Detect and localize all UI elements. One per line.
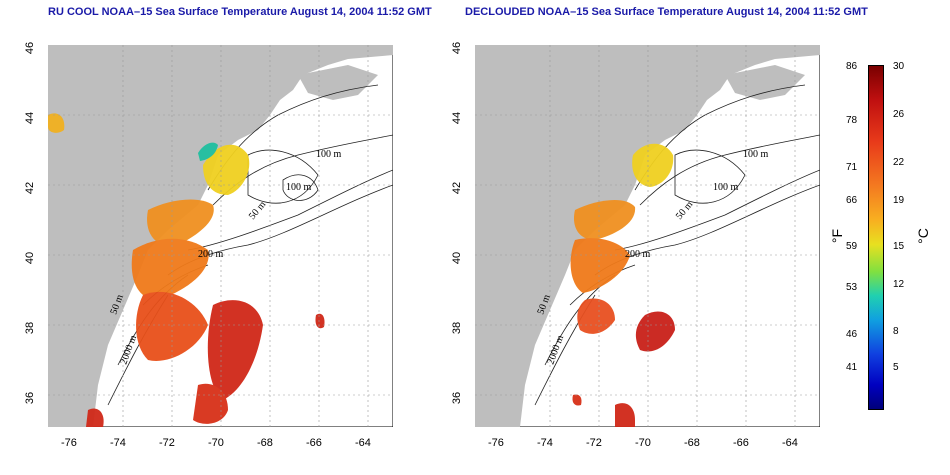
lon-tick: -64 [355, 437, 371, 449]
contour-label-200m: 200 m [198, 249, 224, 260]
coastline-land [48, 45, 393, 427]
lat-tick: 40 [451, 251, 464, 265]
lat-tick: 46 [451, 41, 464, 55]
lat-tick: 44 [451, 111, 464, 125]
lat-tick: 44 [24, 111, 37, 125]
colorbar-c-tick: 5 [893, 362, 899, 373]
lon-tick: -76 [488, 437, 504, 449]
contour-label-200m: 200 m [625, 249, 651, 260]
lon-tick: -76 [61, 437, 77, 449]
left-sst-map: 100 m 100 m 50 m 200 m 50 m 2000 m [48, 45, 393, 427]
contour-label-100m-a: 100 m [316, 149, 342, 160]
colorbar-f-tick: 78 [846, 115, 858, 126]
right-map-title: DECLOUDED NOAA–15 Sea Surface Temperatur… [465, 6, 868, 18]
lat-tick: 40 [24, 251, 37, 265]
lat-tick: 36 [451, 391, 464, 405]
lon-tick: -70 [208, 437, 224, 449]
contour-label-100m-b: 100 m [713, 182, 739, 193]
lon-tick: -66 [306, 437, 322, 449]
colorbar-c-tick: 26 [893, 109, 905, 120]
contour-label-100m-b: 100 m [286, 182, 312, 193]
lon-tick: -68 [257, 437, 273, 449]
lat-tick: 46 [24, 41, 37, 55]
lon-tick: -66 [733, 437, 749, 449]
colorbar-c-tick: 12 [893, 279, 905, 290]
lat-tick: 42 [451, 181, 464, 195]
colorbar-c-tick: 30 [893, 61, 905, 72]
lon-tick: -74 [110, 437, 126, 449]
colorbar-c-tick: 8 [893, 326, 899, 337]
colorbar-f-tick: 86 [846, 61, 858, 72]
lon-tick: -64 [782, 437, 798, 449]
lat-tick: 36 [24, 391, 37, 405]
right-sst-map: 100 m 100 m 50 m 200 m 50 m 2000 m [475, 45, 820, 427]
lon-tick: -68 [684, 437, 700, 449]
lon-tick: -72 [159, 437, 175, 449]
colorbar-f-tick: 46 [846, 329, 858, 340]
lat-tick: 42 [24, 181, 37, 195]
lat-tick: 38 [451, 321, 464, 335]
fahrenheit-unit-label: °F [829, 228, 846, 244]
colorbar-f-tick: 66 [846, 195, 858, 206]
colorbar-f-tick: 53 [846, 282, 858, 293]
colorbar-c-tick: 19 [893, 195, 905, 206]
contour-label-100m-a: 100 m [743, 149, 769, 160]
lon-tick: -72 [586, 437, 602, 449]
colorbar-f-tick: 41 [846, 362, 858, 373]
lon-tick: -74 [537, 437, 553, 449]
colorbar-f-tick: 59 [846, 241, 858, 252]
lat-tick: 38 [24, 321, 37, 335]
temperature-colorbar [868, 65, 884, 410]
lon-tick: -70 [635, 437, 651, 449]
colorbar-c-tick: 15 [893, 241, 905, 252]
colorbar-f-tick: 71 [846, 162, 858, 173]
colorbar-c-tick: 22 [893, 157, 905, 168]
celsius-unit-label: °C [914, 228, 931, 244]
left-map-title: RU COOL NOAA–15 Sea Surface Temperature … [48, 6, 432, 18]
